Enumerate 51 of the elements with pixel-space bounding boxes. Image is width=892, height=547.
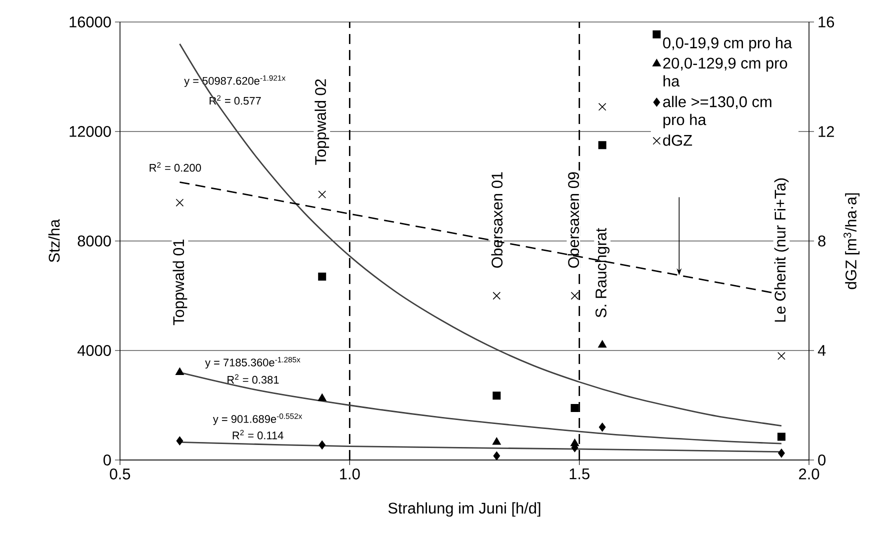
point <box>598 141 606 150</box>
y-tick-label: 0 <box>104 454 111 466</box>
y2-axis-title: dGZ [m$^{3}$/ha·a] <box>844 193 860 290</box>
annotation: y = 7185.360e$^{-1.285x}$ <box>205 356 300 369</box>
x-tick-label: 1.0 <box>340 468 360 480</box>
y-tick-label: 16000 <box>70 16 111 28</box>
y-tick-label: 8000 <box>78 236 111 246</box>
annotation: R$^{2}$ = 0.381 <box>228 374 279 384</box>
legend-label: dGZ <box>663 134 692 146</box>
point <box>176 368 184 375</box>
point <box>492 392 501 400</box>
point <box>318 394 326 402</box>
point <box>598 422 606 432</box>
point <box>598 340 607 348</box>
y-tick-label: 12000 <box>70 126 111 137</box>
point <box>318 440 326 450</box>
point <box>493 451 500 460</box>
point <box>176 198 184 207</box>
x-tick-label: 1.5 <box>570 468 590 480</box>
annotation: Obersaxen 01 <box>491 172 503 268</box>
annotation: S. Rauchgrat <box>595 228 610 318</box>
annotation: Obersaxen 09 <box>568 172 580 268</box>
y2-tick-label: 16 <box>818 16 834 28</box>
point <box>778 448 785 458</box>
y-axis-title: Stz/ha <box>48 219 60 262</box>
point <box>777 432 786 441</box>
x-tick-label: 0.5 <box>110 468 130 480</box>
point <box>778 352 786 360</box>
annotation: R$^{2}$ = 0.200 <box>150 162 201 172</box>
point <box>492 437 501 445</box>
y2-tick-label: 12 <box>818 126 834 137</box>
point <box>492 292 501 300</box>
annotation: R$^{2}$ = 0.114 <box>232 430 284 440</box>
y-tick-label: 4000 <box>77 345 111 356</box>
x-axis-title: Strahlung im Juni [h/d] <box>388 502 540 517</box>
annotation: Toppwald 02 <box>314 79 330 165</box>
y2-tick-label: 4 <box>818 345 826 356</box>
point <box>318 190 326 198</box>
point <box>598 102 606 111</box>
point <box>570 404 579 412</box>
annotation: y = 901.689e$^{-0.552x}$ <box>212 413 302 426</box>
point <box>318 272 326 281</box>
annotation: Le Chenit (nur Fi+Ta) <box>774 178 789 322</box>
annotation: Toppwald 01 <box>172 240 188 326</box>
legend-label: 0,0-19,9 cm pro ha <box>663 37 792 52</box>
annotation: y = 50987.620e$^{-1.921x}$ <box>184 75 286 87</box>
x-tick-label: 2.0 <box>799 468 820 480</box>
point <box>176 436 184 446</box>
point <box>570 292 579 300</box>
y2-tick-label: 0 <box>818 454 826 466</box>
y2-tick-label: 8 <box>818 236 826 246</box>
